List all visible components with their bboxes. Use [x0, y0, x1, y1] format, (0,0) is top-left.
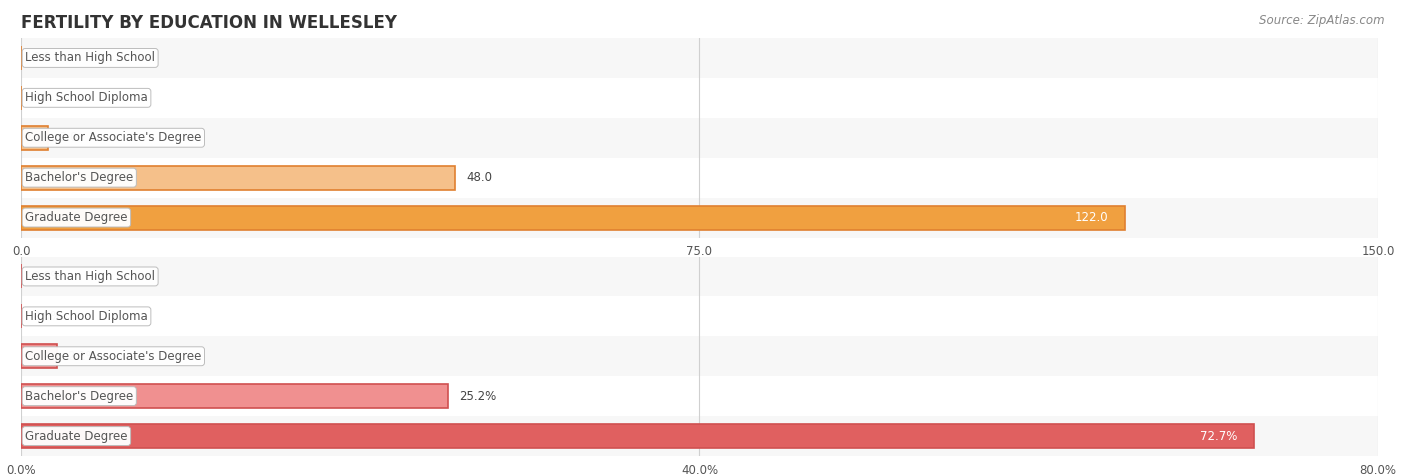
Text: High School Diploma: High School Diploma [25, 310, 148, 323]
Bar [21, 384, 449, 408]
Text: Bachelor's Degree: Bachelor's Degree [25, 171, 134, 184]
Bar [21, 158, 1378, 198]
Text: 0.0: 0.0 [32, 91, 51, 104]
Text: 0.0: 0.0 [32, 51, 51, 65]
Text: 3.0: 3.0 [59, 131, 77, 144]
Bar [21, 78, 1378, 118]
Bar [21, 344, 56, 368]
Text: College or Associate's Degree: College or Associate's Degree [25, 350, 201, 363]
Text: 48.0: 48.0 [467, 171, 492, 184]
Text: High School Diploma: High School Diploma [25, 91, 148, 104]
Text: Less than High School: Less than High School [25, 270, 155, 283]
Text: Bachelor's Degree: Bachelor's Degree [25, 390, 134, 403]
Text: FERTILITY BY EDUCATION IN WELLESLEY: FERTILITY BY EDUCATION IN WELLESLEY [21, 14, 396, 32]
Text: 122.0: 122.0 [1074, 211, 1108, 224]
Text: 72.7%: 72.7% [1201, 429, 1237, 443]
Text: Graduate Degree: Graduate Degree [25, 429, 128, 443]
Bar [21, 296, 1378, 336]
Text: 0.0%: 0.0% [32, 270, 62, 283]
Bar [21, 424, 1254, 448]
Bar [21, 166, 456, 190]
Bar [21, 198, 1378, 238]
Text: 2.1%: 2.1% [67, 350, 97, 363]
Bar [21, 126, 48, 150]
Bar [21, 416, 1378, 456]
Text: Less than High School: Less than High School [25, 51, 155, 65]
Text: 0.0%: 0.0% [32, 310, 62, 323]
Bar [21, 206, 1125, 229]
Bar [21, 38, 1378, 78]
Text: College or Associate's Degree: College or Associate's Degree [25, 131, 201, 144]
Bar [21, 376, 1378, 416]
Bar [21, 118, 1378, 158]
Text: Graduate Degree: Graduate Degree [25, 211, 128, 224]
Bar [21, 256, 1378, 296]
Bar [21, 336, 1378, 376]
Text: Source: ZipAtlas.com: Source: ZipAtlas.com [1260, 14, 1385, 27]
Text: 25.2%: 25.2% [460, 390, 496, 403]
